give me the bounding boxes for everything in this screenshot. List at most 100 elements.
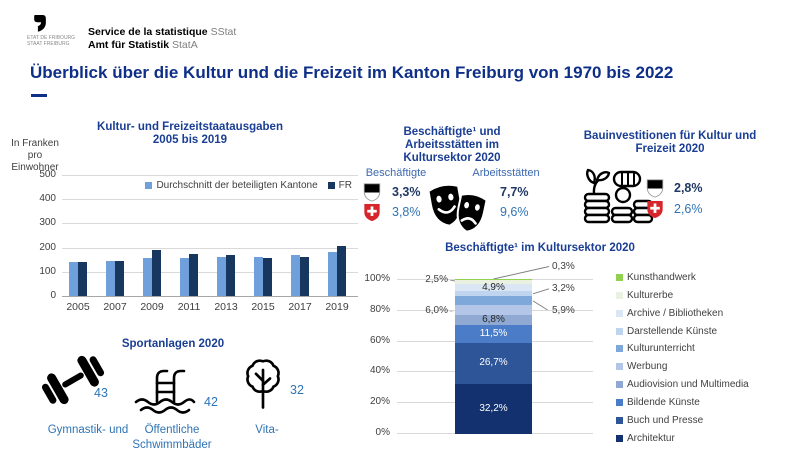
gridline bbox=[62, 175, 358, 176]
legend-label: Kunsthandwerk bbox=[627, 272, 696, 283]
x-tick-label: 2011 bbox=[177, 301, 201, 313]
y-tick-label: 100 bbox=[39, 265, 56, 277]
sector-chart-title: Beschäftigte¹ im Kultursektor 2020 bbox=[445, 242, 635, 254]
sports-label-pool-line2: Schwimmbäder bbox=[132, 439, 212, 449]
segment-bildende-k-nste bbox=[455, 325, 532, 343]
legend-swatch bbox=[616, 381, 623, 389]
segment-callout-label: 3,2% bbox=[552, 282, 575, 294]
segment-kulturunterricht bbox=[455, 296, 532, 306]
bar-fr bbox=[263, 257, 272, 296]
employment-fr-beschaeftigte: 3,3% bbox=[392, 185, 421, 199]
legend-swatch bbox=[616, 416, 623, 424]
legend-item: Kunsthandwerk bbox=[616, 272, 696, 283]
callout-line bbox=[493, 266, 550, 280]
x-tick-label: 2005 bbox=[66, 301, 90, 313]
employment-ch-beschaeftigte: 3,8% bbox=[392, 205, 421, 219]
legend-item: Kulturerbe bbox=[616, 290, 673, 301]
segment-callout-label: 6,0% bbox=[425, 305, 448, 317]
legend-item: FR bbox=[327, 180, 352, 191]
bar-avg bbox=[143, 257, 152, 296]
legend-item: Werbung bbox=[616, 361, 667, 372]
org-name-block: Service de la statistique SStat Amt für … bbox=[88, 26, 236, 52]
employment-title-line2: Arbeitsstätten im bbox=[405, 139, 499, 151]
sports-count-gym: 43 bbox=[94, 386, 108, 400]
legend-item: Audiovision und Multimedia bbox=[616, 379, 749, 390]
state-chart-legend: Durchschnitt der beteiligten Kantone FR bbox=[60, 180, 352, 191]
bar-avg bbox=[328, 252, 337, 296]
segment-callout-label: 5,9% bbox=[552, 304, 575, 316]
bar-fr bbox=[300, 257, 309, 296]
gridline bbox=[62, 223, 358, 225]
employment-col-beschaeftigte: Beschäftigte bbox=[365, 167, 427, 179]
logo-caption-line1: ETAT DE FRIBOURG bbox=[27, 35, 76, 41]
fribourg-state-logo-icon bbox=[34, 15, 46, 32]
employment-ch-arbeitsstaetten: 9,6% bbox=[500, 205, 529, 219]
employment-fr-arbeitsstaetten: 7,7% bbox=[500, 185, 529, 199]
investment-fr-value: 2,8% bbox=[674, 181, 703, 195]
sports-panel-title: Sportanlagen 2020 bbox=[121, 338, 225, 350]
bar-avg bbox=[291, 254, 300, 296]
x-tick-label: 2007 bbox=[103, 301, 127, 313]
sports-count-pool: 42 bbox=[204, 395, 218, 409]
org-line-fr: Service de la statistique SStat bbox=[88, 26, 236, 39]
legend-swatch bbox=[616, 309, 623, 317]
x-tick-label: 2019 bbox=[325, 301, 349, 313]
gridline bbox=[62, 199, 358, 201]
bar-avg bbox=[254, 256, 263, 296]
legend-label: FR bbox=[338, 180, 352, 191]
employment-title-line3: Kultursektor 2020 bbox=[403, 152, 501, 164]
employment-col-arbeitsstaetten: Arbeitsstätten bbox=[472, 167, 540, 179]
x-tick-label: 2013 bbox=[214, 301, 238, 313]
legend-swatch bbox=[616, 345, 623, 353]
gridline bbox=[62, 247, 358, 249]
investment-title-line2: Freizeit 2020 bbox=[635, 143, 705, 155]
bar-avg bbox=[180, 257, 189, 296]
y-tick-label: 100% bbox=[364, 273, 390, 284]
legend-item: Archive / Bibliotheken bbox=[616, 308, 723, 319]
investment-ch-value: 2,6% bbox=[674, 202, 703, 216]
y-tick-label: 60% bbox=[369, 334, 390, 346]
y-tick-label: 200 bbox=[39, 241, 56, 253]
legend-swatch bbox=[616, 434, 623, 442]
legend-label: Archive / Bibliotheken bbox=[627, 307, 724, 319]
legend-item: Architektur bbox=[616, 433, 675, 444]
page-title: Überblick über die Kultur und die Freize… bbox=[30, 63, 674, 82]
org-line-de: Amt für Statistik StatA bbox=[88, 39, 236, 52]
y-tick-label: 400 bbox=[39, 193, 56, 205]
state-chart-title: Kultur- und Freizeitstaatausgaben bbox=[97, 121, 283, 133]
segment-kunsthandwerk bbox=[455, 279, 532, 280]
legend-swatch bbox=[327, 182, 335, 189]
bar-fr bbox=[337, 245, 346, 296]
legend-label: Darstellende Künste bbox=[627, 325, 718, 337]
callout-line bbox=[532, 300, 550, 312]
employment-title-line1: Beschäftigte¹ und bbox=[403, 126, 501, 138]
legend-item: Kulturunterricht bbox=[616, 343, 695, 354]
sports-label-vita: Vita- bbox=[207, 423, 327, 438]
callout-line bbox=[532, 288, 550, 295]
bar-fr bbox=[189, 253, 198, 296]
fribourg-flag bbox=[363, 183, 381, 202]
bar-avg bbox=[69, 261, 78, 296]
swimming-pool-icon bbox=[134, 369, 196, 414]
investment-title-line1: Bauinvestitionen für Kultur und bbox=[583, 130, 757, 142]
segment-werbung bbox=[455, 305, 532, 315]
dumbbell-icon bbox=[41, 355, 105, 405]
segment-darstellende-k-nste bbox=[455, 291, 532, 297]
sports-label-gym-line1: Gymnastik- und bbox=[47, 424, 129, 436]
sports-count-vita: 32 bbox=[290, 383, 304, 397]
org-line-fr-bold: Service de la statistique bbox=[88, 26, 208, 38]
state-chart-subtitle: 2005 bis 2019 bbox=[152, 134, 228, 146]
logo-caption-line2: STAAT FREIBURG bbox=[27, 41, 70, 47]
legend-label: Bildende Künste bbox=[627, 396, 700, 408]
segment-kulturerbe bbox=[455, 280, 532, 284]
legend-label: Audiovision und Multimedia bbox=[627, 379, 749, 391]
segment-audiovision-und-multimedia bbox=[455, 314, 532, 326]
bar-fr bbox=[115, 261, 124, 296]
culture-sector-chart: Beschäftigte¹ im Kultursektor 2020 100% 8… bbox=[340, 240, 800, 449]
x-tick-label: 2017 bbox=[288, 301, 312, 313]
y-tick-label: 500 bbox=[39, 169, 56, 180]
legend-label: Architektur bbox=[627, 432, 675, 444]
y-tick-label: 0% bbox=[375, 427, 390, 438]
legend-label: Buch und Presse bbox=[627, 414, 704, 426]
